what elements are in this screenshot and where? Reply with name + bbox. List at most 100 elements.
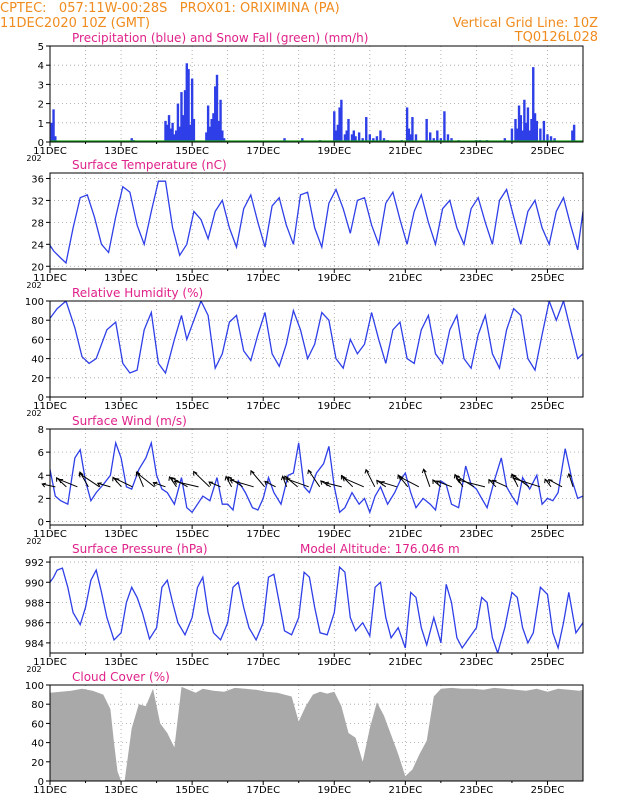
x-tick-label: 17DEC: [246, 785, 280, 796]
precip-bar: [549, 136, 553, 142]
precip-bar: [521, 130, 524, 142]
precip-bar: [350, 134, 354, 142]
wind-arrow-shaft: [282, 476, 288, 488]
x-tick-label: 13DEC: [104, 146, 138, 157]
panel-title: Cloud Cover (%): [72, 670, 170, 684]
precip-bar: [519, 115, 523, 142]
y-tick-label: 0: [38, 777, 44, 788]
precip-bar: [365, 117, 368, 142]
wind-arrow-head: [567, 472, 572, 478]
y-tick-label: 984: [25, 639, 44, 650]
x-tick-label: 19DEC: [317, 401, 351, 412]
panel-title: Surface Wind (m/s): [72, 414, 187, 428]
wind-arrow-shaft: [42, 483, 56, 488]
x-tick-label: 25DEC: [531, 529, 565, 540]
panel-frame: [49, 556, 584, 654]
precip-bar: [517, 105, 521, 142]
x-year-label: 202: [26, 281, 41, 290]
precip-bar: [283, 138, 286, 142]
x-tick-label: 25DEC: [531, 273, 565, 284]
header-date: 11DEC2020 10Z (GMT): [0, 16, 151, 31]
x-tick-label: 17DEC: [246, 146, 280, 157]
precip-bar: [542, 120, 546, 142]
wind-arrow-head: [364, 468, 370, 474]
precip-bar: [354, 136, 357, 142]
y-tick-label: 2: [38, 494, 44, 505]
y-tick-label: 5: [38, 42, 44, 53]
panel-annotation: Model Altitude: 176.046 m: [300, 542, 460, 556]
x-tick-label: 15DEC: [175, 657, 209, 668]
x-tick-label: 15DEC: [175, 785, 209, 796]
wind-arrow-head: [173, 480, 179, 485]
y-tick-label: 20: [31, 758, 44, 769]
x-tick-label: 21DEC: [388, 146, 422, 157]
panel-frame: [49, 172, 584, 270]
precip-bar: [190, 78, 194, 142]
precip-bar: [450, 138, 453, 142]
precip-bar: [411, 117, 414, 142]
precip-bar: [382, 138, 386, 142]
precip-bar: [334, 130, 338, 142]
x-tick-label: 25DEC: [531, 657, 565, 668]
wind-arrow-head: [341, 477, 347, 482]
precip-bar: [379, 130, 382, 142]
y-tick-label: 3: [38, 80, 44, 91]
precip-bar: [553, 138, 556, 142]
precip-bar: [130, 138, 133, 142]
wind-arrow-head: [421, 468, 427, 474]
wind-arrow-head: [307, 469, 312, 475]
precip-bar: [173, 134, 176, 142]
series-line: [50, 565, 583, 653]
y-tick-label: 0: [38, 518, 44, 529]
precip-bar: [222, 138, 226, 142]
wind-arrow-head: [547, 478, 553, 484]
y-tick-label: 0: [38, 138, 44, 149]
precip-bar: [343, 134, 347, 142]
x-tick-label: 17DEC: [246, 657, 280, 668]
precip-bar: [164, 120, 167, 142]
panel-frame: [49, 428, 584, 526]
precip-bar: [539, 128, 542, 142]
x-tick-label: 11DEC: [33, 657, 67, 668]
wind-arrow-head: [229, 479, 235, 484]
precip-bar: [182, 115, 185, 142]
wind-arrow-shaft: [436, 480, 453, 488]
x-tick-label: 15DEC: [175, 273, 209, 284]
wind-arrow-shaft: [169, 476, 177, 488]
wind-arrow-head: [488, 478, 493, 484]
y-tick-label: 8: [38, 425, 44, 436]
wind-arrow-shaft: [136, 472, 155, 488]
precip-bar: [526, 107, 530, 142]
y-tick-label: 28: [31, 218, 44, 229]
precip-bar: [443, 111, 446, 142]
precip-bar: [372, 138, 375, 142]
precip-bar: [219, 99, 222, 142]
wind-arrow-shaft: [513, 477, 541, 488]
y-tick-label: 4: [38, 61, 44, 72]
wind-arrow-shaft: [153, 482, 166, 488]
x-year-label: 202: [26, 537, 41, 546]
panel-title: Precipitation (blue) and Snow Fall (gree…: [72, 31, 368, 45]
precip-bar: [439, 138, 443, 142]
precip-bar: [514, 118, 517, 142]
x-tick-label: 21DEC: [388, 401, 422, 412]
wind-arrow-shaft: [423, 469, 431, 487]
precip-bar: [336, 124, 340, 142]
x-tick-label: 15DEC: [175, 529, 209, 540]
wind-arrow-head: [78, 472, 84, 478]
precip-bar: [185, 63, 189, 142]
precip-bar: [432, 138, 435, 142]
y-tick-label: 4: [38, 471, 44, 482]
y-tick-label: 80: [31, 316, 44, 327]
precip-bar: [361, 138, 364, 142]
precip-bar: [510, 128, 514, 142]
x-tick-label: 11DEC: [33, 273, 67, 284]
precip-bar: [174, 130, 178, 142]
wind-arrow-shaft: [284, 475, 298, 488]
x-tick-label: 21DEC: [388, 529, 422, 540]
precip-bar: [524, 122, 528, 142]
header-station: CPTEC: 057:11W-00:28S PROX01: ORIXIMINA …: [0, 1, 340, 16]
wind-arrow-head: [512, 477, 518, 483]
wind-arrow-shaft: [208, 481, 221, 488]
precip-bar: [530, 118, 533, 142]
